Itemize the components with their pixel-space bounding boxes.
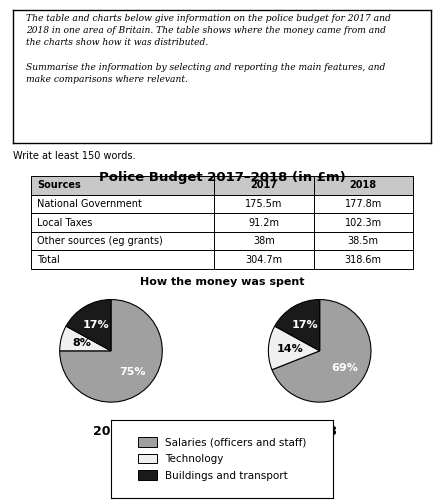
Text: National Government: National Government [37,199,142,209]
Text: 175.5m: 175.5m [246,199,283,209]
Text: 102.3m: 102.3m [345,218,382,227]
Text: 38m: 38m [253,236,275,246]
Text: 2017: 2017 [250,181,278,190]
Text: 14%: 14% [277,344,303,354]
Text: How the money was spent: How the money was spent [140,277,304,287]
Wedge shape [59,326,111,351]
Text: Local Taxes: Local Taxes [37,218,92,227]
Text: 177.8m: 177.8m [345,199,382,209]
Text: Total: Total [37,255,59,265]
Bar [313,176,413,195]
Wedge shape [275,300,320,351]
Text: 75%: 75% [119,367,145,377]
Bar [313,232,413,250]
Bar [31,195,214,213]
Wedge shape [272,300,371,402]
Bar [214,213,313,232]
Bar [31,176,214,195]
Text: 17%: 17% [291,320,318,330]
Text: 2018: 2018 [302,425,337,438]
Bar [214,250,313,269]
Wedge shape [268,326,320,370]
Wedge shape [59,300,163,402]
Text: 2017: 2017 [94,425,128,438]
Bar [313,195,413,213]
Bar [31,232,214,250]
Bar [31,213,214,232]
Text: 69%: 69% [331,363,358,373]
Text: 8%: 8% [73,339,91,349]
Text: 17%: 17% [83,320,109,330]
Text: Other sources (eg grants): Other sources (eg grants) [37,236,163,246]
Bar [31,250,214,269]
Text: Sources: Sources [37,181,80,190]
Text: Write at least 150 words.: Write at least 150 words. [13,151,136,161]
Bar [313,250,413,269]
Text: 91.2m: 91.2m [249,218,280,227]
Wedge shape [66,300,111,351]
Bar [214,195,313,213]
Text: 2018: 2018 [350,181,377,190]
Bar [214,176,313,195]
Text: Police Budget 2017–2018 (in £m): Police Budget 2017–2018 (in £m) [99,171,345,184]
Text: 318.6m: 318.6m [345,255,382,265]
Text: 38.5m: 38.5m [348,236,379,246]
Text: The table and charts below give information on the police budget for 2017 and
20: The table and charts below give informat… [26,14,391,84]
Bar [313,213,413,232]
Bar [214,232,313,250]
Legend: Salaries (officers and staff), Technology, Buildings and transport: Salaries (officers and staff), Technolog… [133,432,311,486]
Text: 304.7m: 304.7m [246,255,282,265]
